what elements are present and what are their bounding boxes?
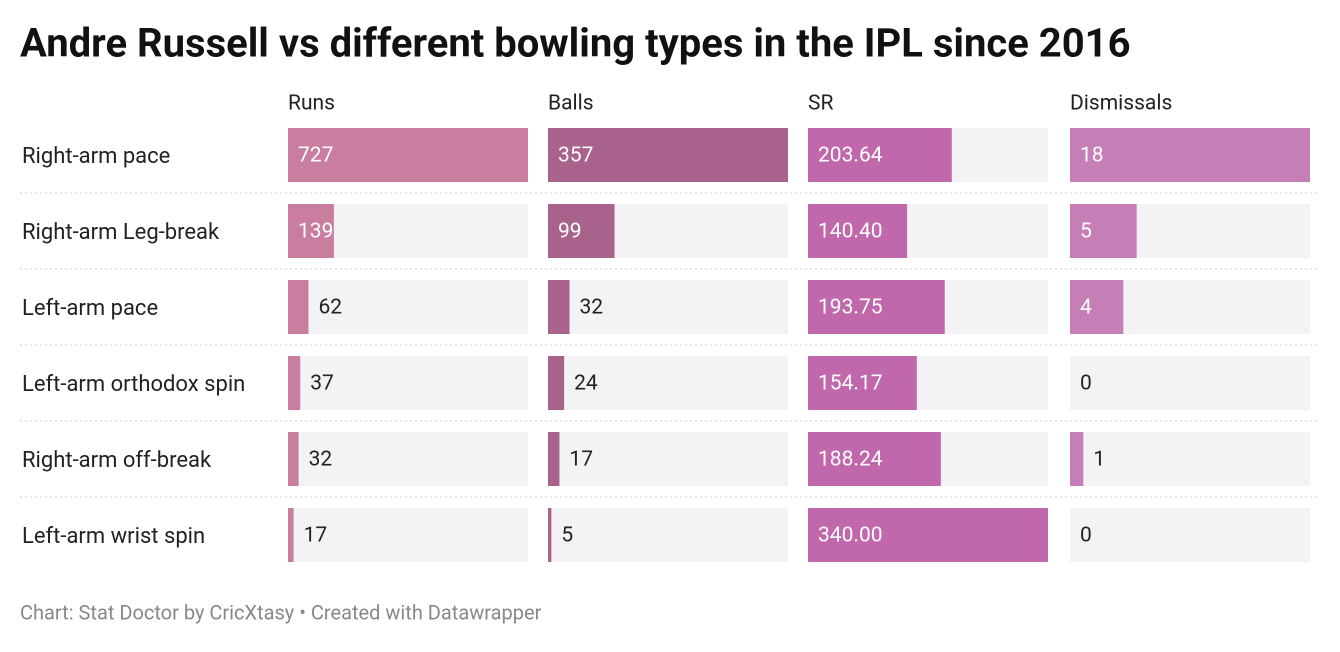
value-label: 193.75 [818,296,883,320]
bar [808,356,917,410]
bar-track [548,280,788,334]
bar [548,204,615,258]
bar-track [548,432,788,486]
bar [288,280,309,334]
value-label: 37 [310,372,334,396]
bar [548,508,552,562]
column-header: Balls [548,92,594,116]
value-label: 727 [298,144,333,168]
value-label: 357 [558,144,593,168]
value-label: 32 [580,296,604,320]
bar-track [288,356,528,410]
bar [288,432,299,486]
value-label: 4 [1080,296,1092,320]
bar-track [288,432,528,486]
bar [808,280,945,334]
column-header: SR [808,92,833,116]
row-label: Left-arm wrist spin [22,524,205,549]
bar [288,356,301,410]
bar-track [288,508,528,562]
row-label: Right-arm pace [22,144,170,169]
column-header: Dismissals [1070,92,1172,116]
value-label: 5 [1080,220,1092,244]
bar [1070,204,1137,258]
value-label: 0 [1080,524,1092,548]
bar [1070,280,1124,334]
value-label: 154.17 [818,372,883,396]
row-label: Left-arm pace [22,296,158,321]
bar [1070,432,1084,486]
bar-track [548,356,788,410]
value-label: 24 [574,372,598,396]
bar-track [1070,508,1310,562]
row-label: Right-arm off-break [22,448,212,473]
value-label: 188.24 [818,448,883,472]
value-label: 32 [309,448,333,472]
value-label: 62 [318,296,342,320]
footer-note: Chart: Stat Doctor by CricXtasy • Create… [20,600,542,624]
row-label: Right-arm Leg-break [22,220,220,245]
bar [548,432,560,486]
row-label: Left-arm orthodox spin [22,372,245,397]
bar [1070,128,1310,182]
bar [548,280,570,334]
value-label: 17 [304,524,328,548]
bar [288,128,528,182]
bar [548,128,788,182]
value-label: 0 [1080,372,1092,396]
value-label: 18 [1080,144,1104,168]
bar-track [288,280,528,334]
bar-track [1070,432,1310,486]
value-label: 1 [1093,448,1105,472]
value-label: 17 [569,448,593,472]
value-label: 139 [298,220,333,244]
bar [288,508,294,562]
value-label: 99 [558,220,582,244]
value-label: 140.40 [818,220,883,244]
bar [808,204,908,258]
value-label: 340.00 [818,524,883,548]
value-label: 203.64 [818,144,883,168]
bar [808,508,1048,562]
chart-title: Andre Russell vs different bowling types… [20,20,1131,67]
bar-track [548,508,788,562]
bar-track [1070,356,1310,410]
bar [288,204,334,258]
column-header: Runs [288,92,335,116]
bar [548,356,565,410]
value-label: 5 [561,524,573,548]
bar [808,128,952,182]
bar [808,432,941,486]
